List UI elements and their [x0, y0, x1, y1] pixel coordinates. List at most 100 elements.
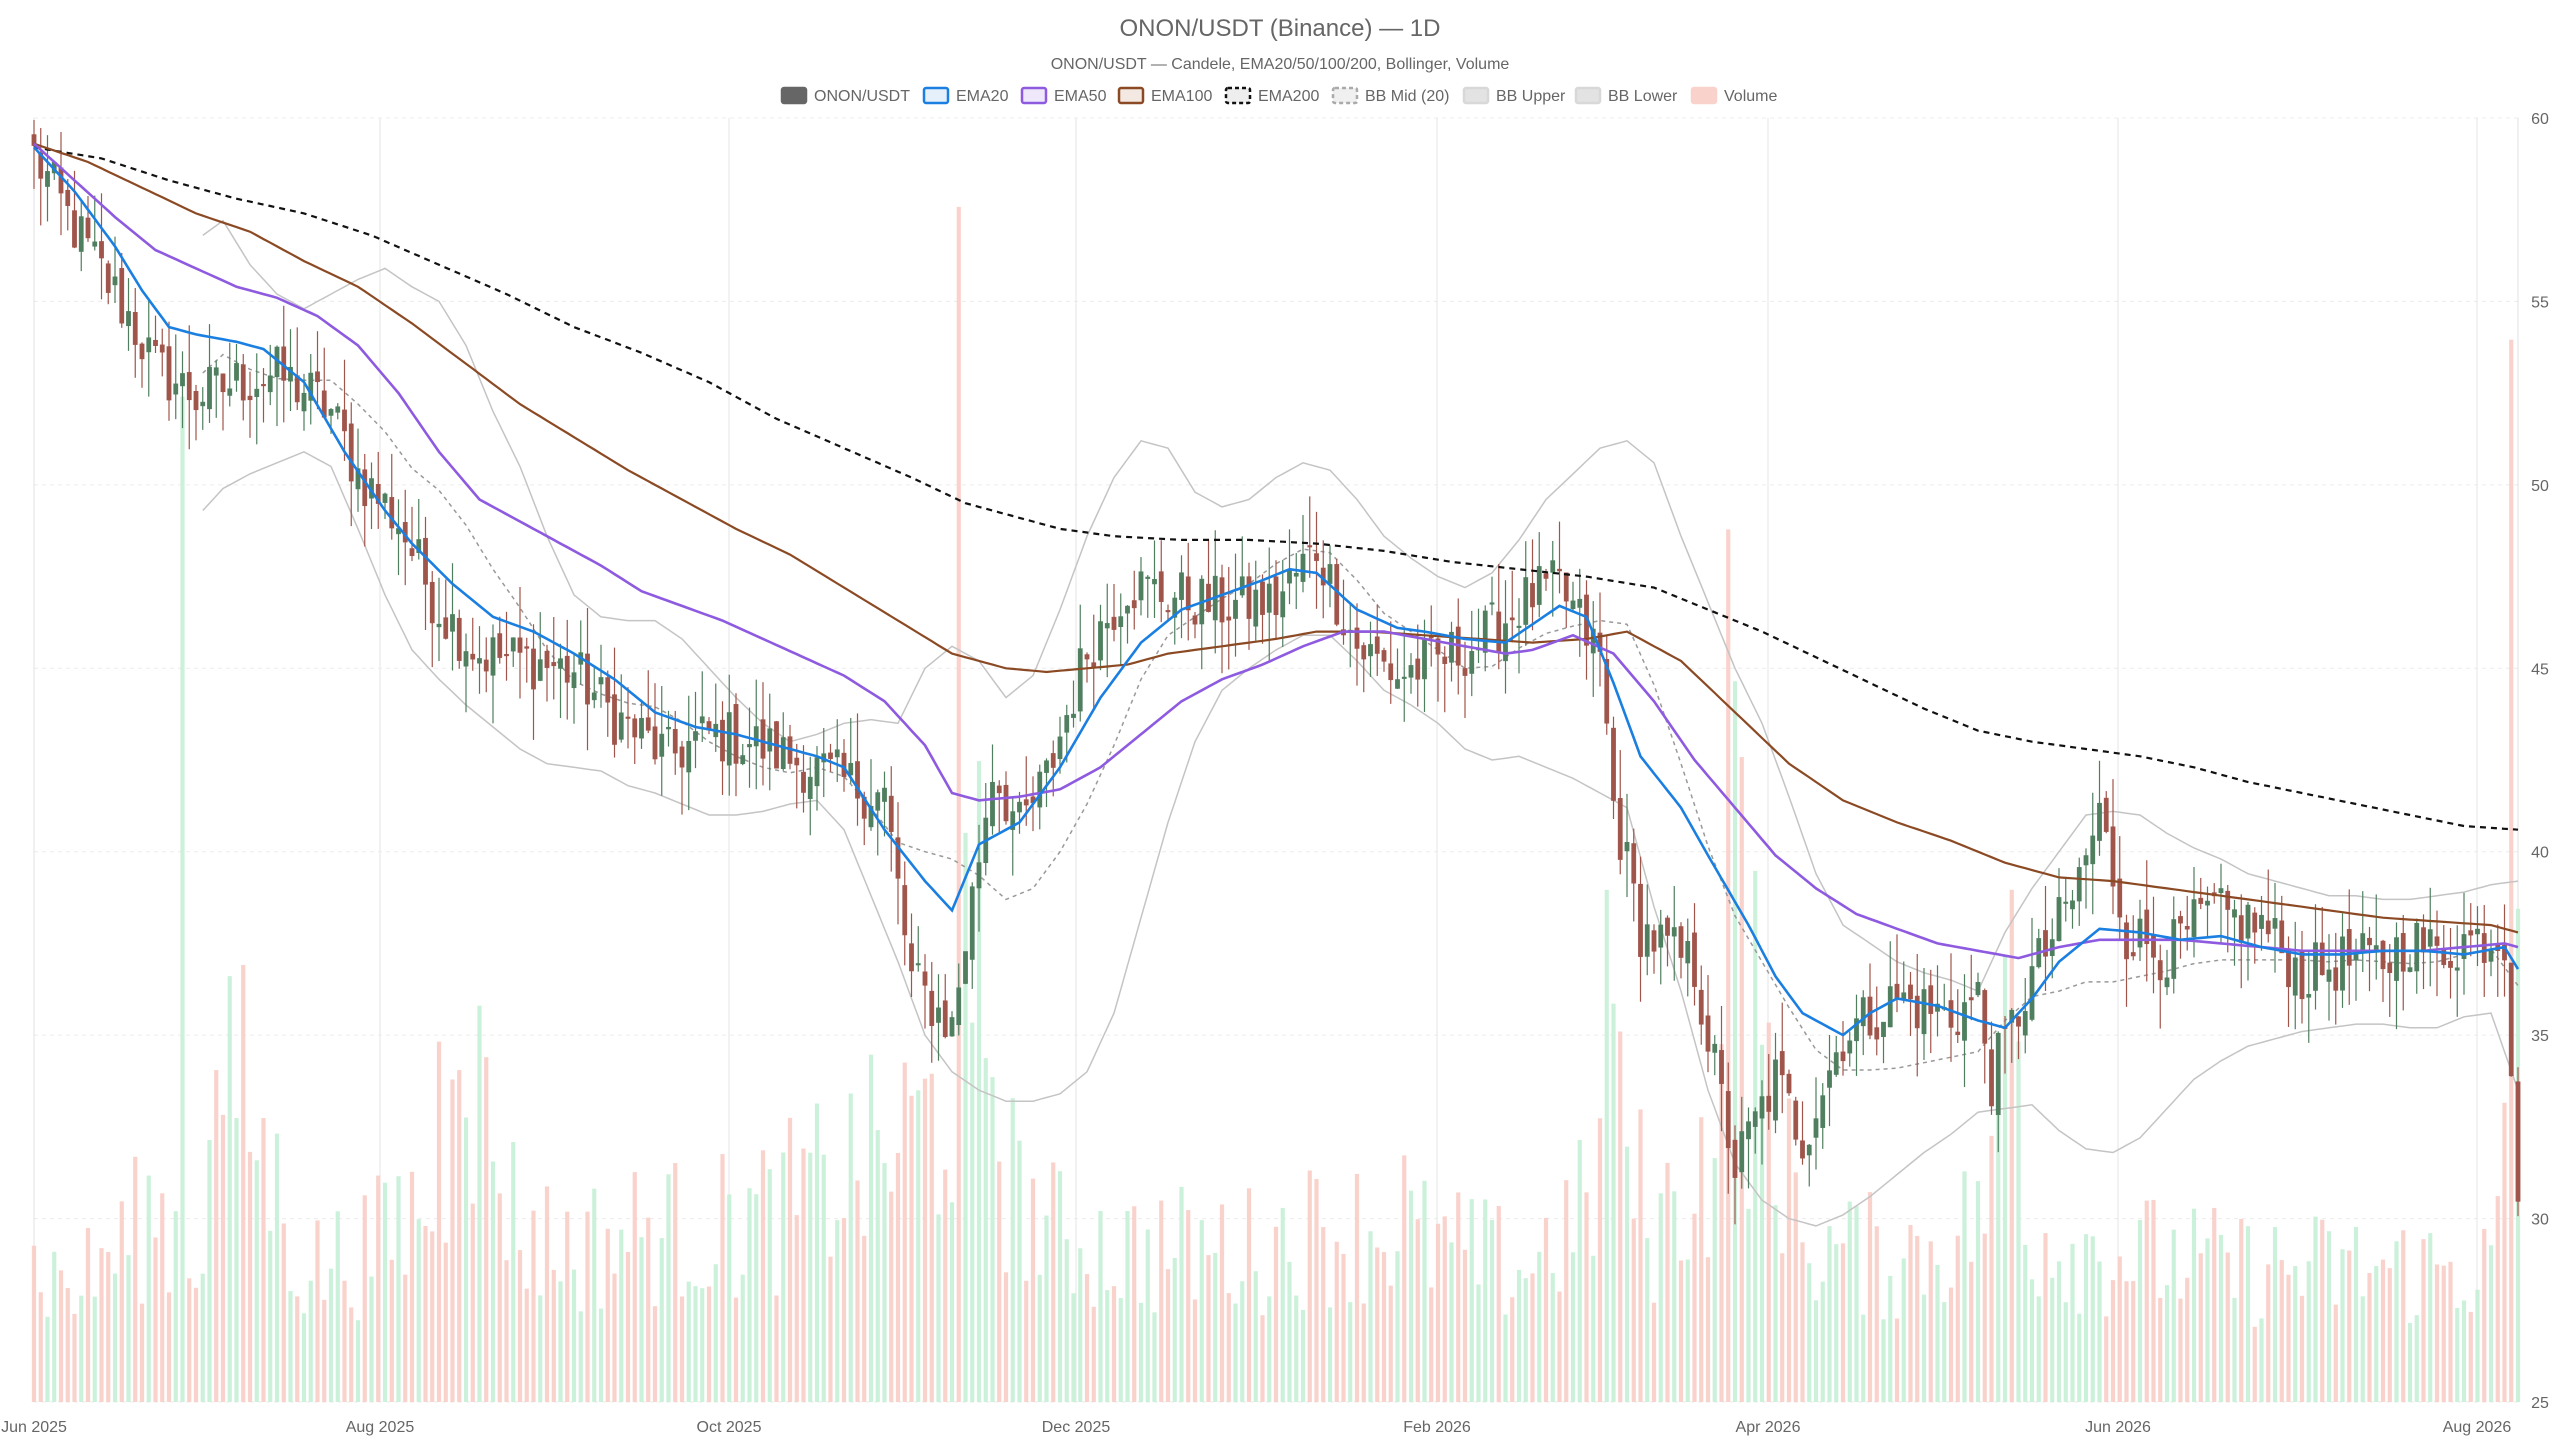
volume-bar: [2482, 1228, 2487, 1402]
volume-bar: [1084, 1274, 1090, 1402]
candle-body: [1854, 1018, 1859, 1042]
candle-body: [2225, 890, 2231, 910]
volume-bar: [619, 1229, 624, 1402]
candle-body: [2346, 929, 2352, 966]
volume-bar: [443, 1242, 448, 1402]
candle-body: [814, 757, 820, 787]
candle-body: [416, 539, 422, 553]
volume-bar: [1672, 1191, 1677, 1402]
candle-body: [65, 189, 71, 206]
volume-bar: [1564, 1180, 1569, 1402]
volume-bar: [1699, 1117, 1704, 1402]
volume-bar: [1996, 1096, 2001, 1402]
volume-bar: [1381, 1252, 1387, 1402]
volume-bars: [31, 206, 2521, 1403]
volume-bar: [1766, 1022, 1771, 1402]
volume-bar: [1476, 1284, 1481, 1402]
volume-bar: [2198, 1253, 2203, 1402]
volume-bar: [612, 1273, 617, 1402]
candle-body: [544, 650, 550, 668]
volume-bar: [976, 761, 982, 1402]
legend-swatch: [780, 86, 808, 105]
candle-body: [1631, 843, 1637, 884]
candle-body: [936, 1007, 941, 1023]
volume-bar: [1280, 1207, 1285, 1402]
candle-body: [1874, 1027, 1880, 1040]
candle-body: [632, 718, 638, 738]
volume-bar: [2124, 1281, 2129, 1402]
candle-body: [1611, 727, 1616, 801]
candle-body: [1881, 1021, 1886, 1038]
volume-bar: [524, 1288, 529, 1402]
volume-bar: [1314, 1179, 1319, 1402]
volume-bar: [1948, 1287, 1954, 1402]
volume-bar: [841, 1218, 847, 1402]
candle-body: [443, 617, 449, 639]
ema20-line: [33, 146, 2520, 1037]
volume-bar: [450, 1079, 455, 1402]
ema100-line: [33, 142, 2519, 934]
candle-body: [929, 990, 935, 1026]
volume-bar: [1307, 1170, 1312, 1402]
candle-body: [1374, 636, 1380, 654]
candle-body: [659, 733, 665, 757]
candle-body: [1955, 1031, 1961, 1035]
volume-bar: [639, 1237, 644, 1402]
volume-bar: [2293, 1266, 2298, 1402]
candle-body: [1752, 1111, 1758, 1127]
volume-bar: [2475, 1289, 2480, 1402]
candle-body: [1962, 1002, 1967, 1041]
volume-bar: [659, 1238, 664, 1402]
volume-bar: [106, 1251, 111, 1402]
volume-bar: [200, 1273, 205, 1402]
candle-body: [92, 241, 98, 247]
volume-bar: [2259, 1318, 2264, 1402]
candle-body: [1017, 801, 1022, 813]
volume-bar: [1037, 1274, 1042, 1402]
candle-body: [2029, 966, 2035, 1020]
candle-body: [1536, 566, 1542, 605]
volume-bar: [1537, 1251, 1542, 1402]
candle-body: [1361, 645, 1367, 660]
volume-bar: [2090, 1236, 2095, 1402]
candle-body: [1617, 798, 1623, 860]
candle-body: [2340, 936, 2345, 991]
candle-body: [2414, 922, 2420, 972]
candle-body: [1685, 941, 1691, 964]
volume-bar: [1010, 1098, 1015, 1402]
volume-bar: [2191, 1208, 2197, 1402]
candle-body: [2421, 927, 2426, 953]
volume-bar: [1867, 1192, 1873, 1402]
candle-body: [1145, 576, 1151, 579]
candle-body: [1206, 583, 1211, 612]
volume-bar: [1226, 1293, 1231, 1402]
volume-bar: [1165, 1269, 1171, 1402]
volume-bar: [997, 1161, 1002, 1402]
chart-title: ONON/USDT (Binance) — 1D: [1120, 15, 1441, 42]
candle-body: [119, 268, 125, 324]
candle-body: [1806, 1144, 1812, 1156]
volume-bar: [1894, 1318, 1900, 1402]
candle-body: [1550, 560, 1556, 573]
candle-body: [1185, 576, 1191, 611]
candle-body: [497, 633, 503, 658]
volume-bar: [1773, 1205, 1778, 1402]
volume-bar: [2144, 1200, 2149, 1402]
volume-bar: [1888, 1275, 1893, 1402]
candle-body: [2016, 1016, 2021, 1027]
volume-bar: [1415, 1219, 1420, 1402]
volume-bar: [1570, 1252, 1576, 1402]
candle-body: [1894, 983, 1900, 999]
volume-bar: [2421, 1239, 2426, 1402]
candle-body: [1887, 986, 1893, 1028]
volume-bar: [227, 976, 232, 1402]
candle-body: [1914, 995, 1920, 1029]
volume-bar: [261, 1118, 266, 1402]
volume-bar: [2407, 1322, 2413, 1402]
candle-body: [362, 469, 368, 507]
candle-body: [1260, 581, 1265, 615]
y-tick-label: 35: [2531, 1028, 2549, 1045]
candle-body: [645, 717, 651, 731]
volume-bar: [247, 1151, 253, 1402]
candle-body: [612, 694, 617, 745]
